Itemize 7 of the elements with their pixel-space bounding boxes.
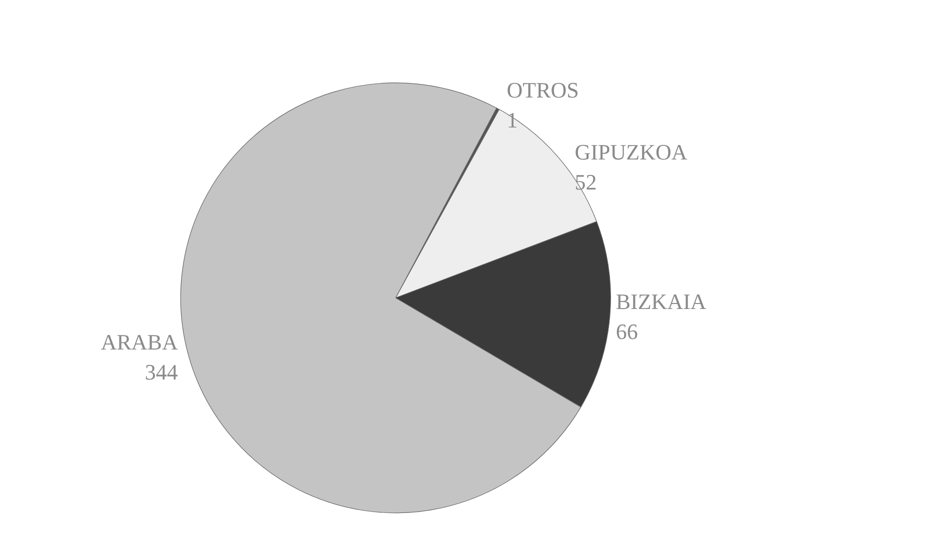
data-label: 344: [144, 360, 178, 385]
slice-label: OTROS: [506, 78, 579, 103]
data-label: 52: [574, 170, 597, 195]
slice-label: GIPUZKOA: [574, 140, 688, 165]
slice-label: ARABA: [100, 330, 178, 355]
data-label: 66: [616, 318, 638, 344]
slice-label: BIZKAIA: [616, 288, 706, 314]
